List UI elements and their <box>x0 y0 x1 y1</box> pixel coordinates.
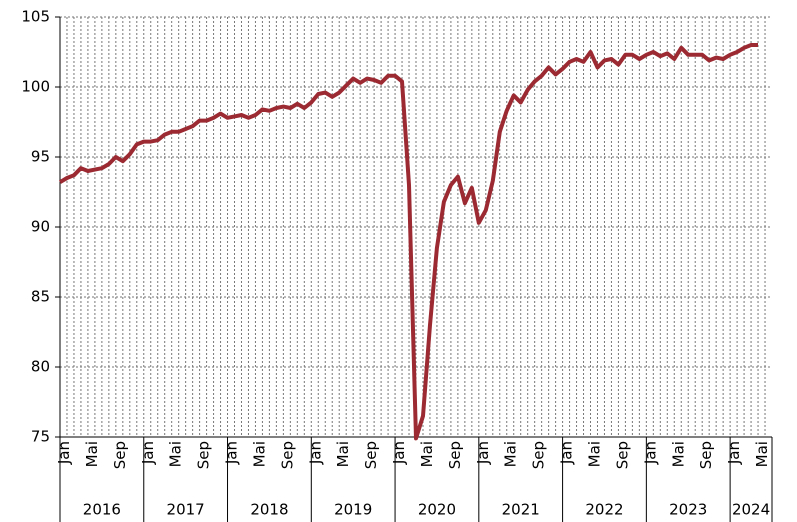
x-tick-label: Sep <box>697 441 715 469</box>
y-tick-label: 85 <box>31 288 50 306</box>
y-tick-label: 75 <box>31 428 50 446</box>
x-tick-label: Mai <box>669 441 687 467</box>
y-tick-label: 105 <box>21 8 50 26</box>
year-label: 2022 <box>585 501 623 519</box>
year-label: 2019 <box>334 501 372 519</box>
x-tick-label: Sep <box>530 441 548 469</box>
x-tick-label: Mai <box>502 441 520 467</box>
x-tick-label: Mai <box>334 441 352 467</box>
x-tick-label: Mai <box>83 441 101 467</box>
x-tick-label: Jan <box>641 441 659 465</box>
x-tick-label: Sep <box>446 441 464 469</box>
year-label: 2023 <box>669 501 707 519</box>
x-tick-label: Sep <box>111 441 129 469</box>
y-tick-label: 80 <box>31 358 50 376</box>
x-tick-label: Mai <box>586 441 604 467</box>
x-tick-label: Sep <box>362 441 380 469</box>
year-label: 2024 <box>732 501 770 519</box>
x-tick-label: Jan <box>55 441 73 465</box>
x-tick-label: Jan <box>139 441 157 465</box>
x-tick-label: Jan <box>306 441 324 465</box>
year-label: 2017 <box>167 501 205 519</box>
x-tick-label: Mai <box>418 441 436 467</box>
year-label: 2016 <box>83 501 121 519</box>
x-tick-label: Sep <box>613 441 631 469</box>
y-tick-label: 95 <box>31 148 50 166</box>
year-label: 2018 <box>250 501 288 519</box>
data-line <box>58 43 758 441</box>
x-tick-label: Sep <box>195 441 213 469</box>
x-tick-label: Jan <box>725 441 743 465</box>
x-tick-label: Jan <box>223 441 241 465</box>
x-tick-label: Jan <box>390 441 408 465</box>
x-tick-label: Jan <box>474 441 492 465</box>
y-tick-label: 100 <box>21 78 50 96</box>
x-tick-label: Jan <box>558 441 576 465</box>
x-tick-label: Mai <box>250 441 268 467</box>
year-label: 2020 <box>418 501 456 519</box>
x-tick-label: Sep <box>278 441 296 469</box>
year-label: 2021 <box>502 501 540 519</box>
x-tick-label: Mai <box>753 441 771 467</box>
y-tick-label: 90 <box>31 218 50 236</box>
x-tick-label: Mai <box>167 441 185 467</box>
